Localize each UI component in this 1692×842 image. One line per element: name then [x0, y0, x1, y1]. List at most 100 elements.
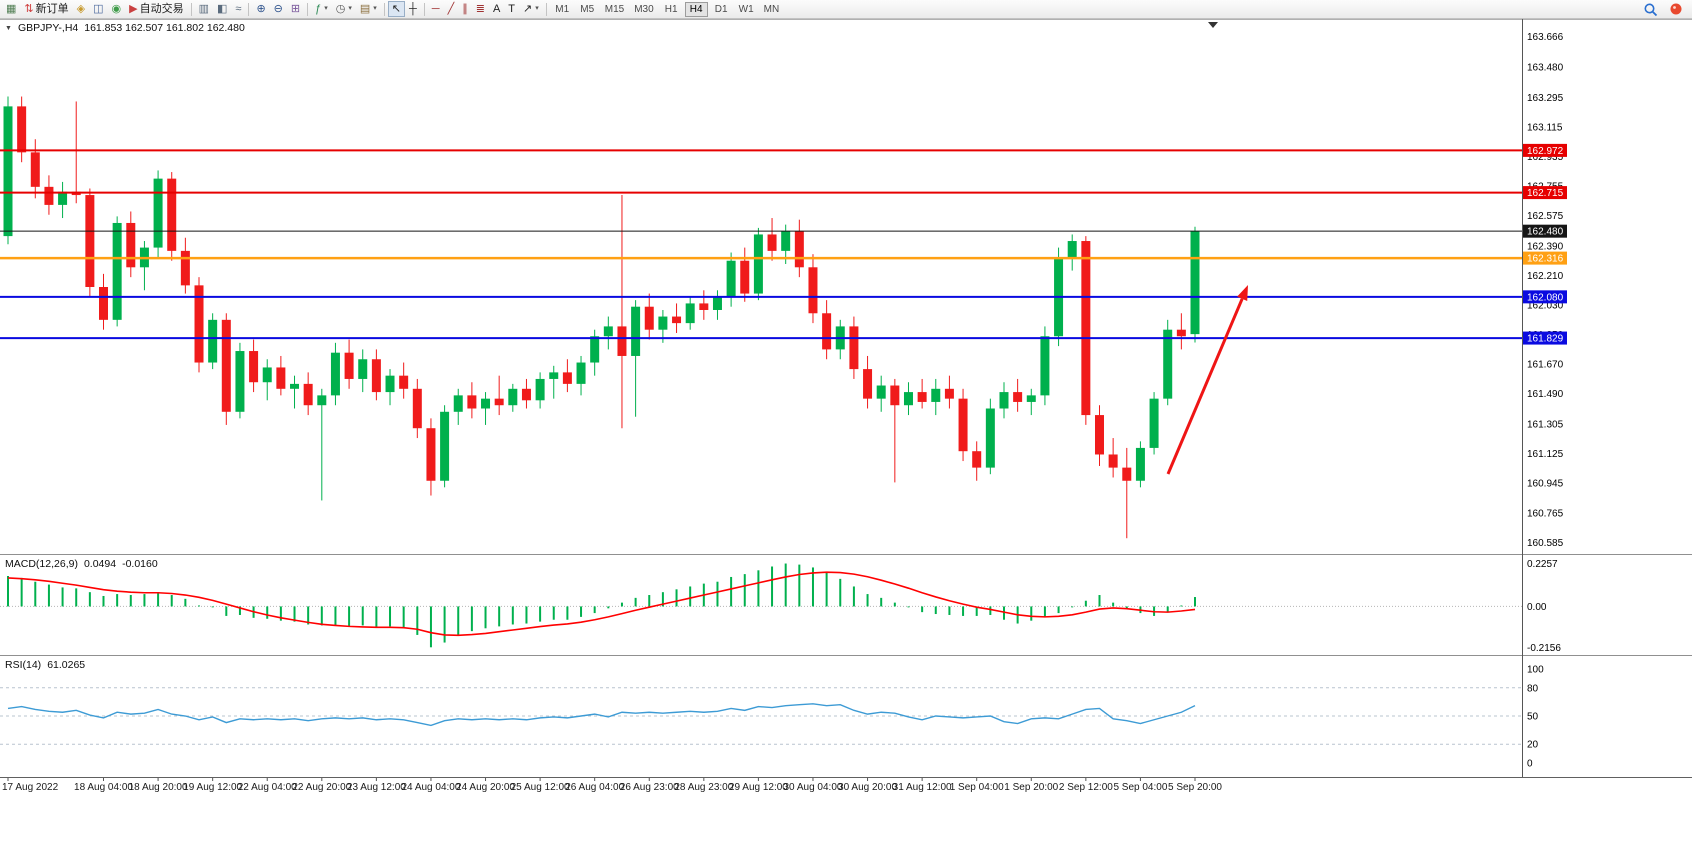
toolbar-right — [1639, 1, 1690, 17]
toolbar: ▦ ⇅ 新订单 ◈ ◫ ◉ ▶ 自动交易 ▥ ◧ ≈ ⊕ ⊖ ⊞ ƒ ▾ ◷ ▾ ▤ ▾ ↖ ┼ ─ ╱ ∥ ≣ A T ↗ ▾ M1 M5 M… — [0, 0, 1692, 19]
profiles-button[interactable]: ◫ — [89, 1, 107, 17]
svg-text:100: 100 — [1527, 665, 1544, 676]
zoom-in-icon: ⊕ — [256, 3, 266, 15]
svg-text:5 Sep 20:00: 5 Sep 20:00 — [1168, 782, 1222, 793]
new-order-button[interactable]: ⇅ 新订单 — [20, 1, 72, 17]
svg-text:22 Aug 04:00: 22 Aug 04:00 — [238, 782, 297, 793]
svg-text:20: 20 — [1527, 740, 1539, 751]
autotrading-button-label: 自动交易 — [139, 3, 184, 15]
template-icon: ▤ — [359, 3, 371, 15]
svg-text:162.575: 162.575 — [1527, 211, 1564, 222]
dropdown-arrow-icon[interactable]: ▾ — [373, 5, 377, 12]
profiles-icon: ◫ — [93, 3, 104, 15]
price-axis[interactable]: 163.666 163.480 163.295 163.115 162.935 162.7… — [1523, 32, 1567, 549]
templates-button[interactable]: ▤ ▾ — [356, 1, 381, 17]
horizontal-line-icon: ─ — [431, 3, 440, 15]
text-button[interactable]: A — [489, 1, 504, 17]
trend-arrow-annotation[interactable] — [1166, 298, 1244, 475]
svg-text:160.945: 160.945 — [1527, 479, 1564, 490]
chart-bars-button[interactable]: ▥ — [195, 1, 213, 17]
label-button[interactable]: T — [504, 1, 519, 17]
toolbar-separator — [190, 2, 192, 16]
svg-text:31 Aug 12:00: 31 Aug 12:00 — [893, 782, 952, 793]
tile-windows-button[interactable]: ⊞ — [287, 1, 304, 17]
svg-text:17 Aug 2022: 17 Aug 2022 — [2, 782, 59, 793]
svg-text:161.829: 161.829 — [1527, 334, 1564, 345]
chart-candles-button[interactable]: ◧ — [213, 1, 231, 17]
toolbar-separator — [383, 2, 385, 16]
timeframe-m30-button[interactable]: M30 — [630, 2, 657, 17]
chart-window: 163.666 163.480 163.295 163.115 162.935 162.7… — [0, 19, 1692, 842]
svg-text:162.715: 162.715 — [1527, 188, 1564, 199]
fibonacci-button[interactable]: ≣ — [472, 1, 489, 17]
hline-button[interactable]: ─ — [428, 1, 444, 17]
svg-text:30 Aug 04:00: 30 Aug 04:00 — [784, 782, 843, 793]
alerts-button[interactable]: ◉ — [108, 1, 126, 17]
svg-text:5 Sep 04:00: 5 Sep 04:00 — [1113, 782, 1167, 793]
quotes-button[interactable]: ◈ — [73, 1, 89, 17]
chart-shift-marker[interactable] — [1208, 22, 1218, 28]
chart-plus-icon: ▦ — [6, 3, 17, 15]
svg-text:161.305: 161.305 — [1527, 420, 1564, 431]
svg-text:162.030: 162.030 — [1527, 301, 1564, 312]
svg-text:163.480: 163.480 — [1527, 62, 1564, 73]
periods-button[interactable]: ◷ ▾ — [332, 1, 356, 17]
svg-text:162.972: 162.972 — [1527, 146, 1564, 157]
shapes-button[interactable]: ↗ ▾ — [519, 1, 543, 17]
autotrading-button[interactable]: ▶ 自动交易 — [125, 1, 187, 17]
timeframe-m15-button[interactable]: M15 — [601, 2, 628, 17]
dropdown-arrow-icon[interactable]: ▾ — [535, 5, 539, 12]
price-chart-canvas[interactable]: 163.666 163.480 163.295 163.115 162.935 162.7… — [0, 19, 1692, 842]
zoom-out-icon: ⊖ — [273, 3, 283, 15]
timeframe-m5-button[interactable]: M5 — [576, 2, 599, 17]
price-tag-162.480 — [1523, 224, 1567, 238]
alert-dot-icon — [1670, 3, 1682, 15]
label-icon: T — [508, 3, 516, 15]
crosshair-icon: ┼ — [409, 3, 417, 15]
svg-text:161.125: 161.125 — [1527, 449, 1564, 460]
svg-text:161.490: 161.490 — [1527, 389, 1564, 400]
cursor-button[interactable]: ↖ — [387, 1, 405, 17]
zoom-out-button[interactable]: ⊖ — [270, 1, 287, 17]
new-chart-button[interactable]: ▦ — [2, 1, 20, 17]
timeframe-h1-button[interactable]: H1 — [660, 2, 683, 17]
notification-indicator[interactable] — [1665, 1, 1687, 17]
crosshair-button[interactable]: ┼ — [405, 1, 421, 17]
autotrading-icon: ▶ — [129, 3, 138, 15]
svg-text:18 Aug 20:00: 18 Aug 20:00 — [129, 782, 188, 793]
macd-histogram — [7, 563, 1196, 648]
tile-windows-icon: ⊞ — [290, 3, 301, 15]
price-tag-161.829 — [1523, 331, 1567, 345]
price-tag-162.715 — [1523, 186, 1567, 200]
svg-text:19 Aug 12:00: 19 Aug 12:00 — [183, 782, 242, 793]
dropdown-arrow-icon[interactable]: ▾ — [324, 5, 328, 12]
timeframe-mn-button[interactable]: MN — [760, 2, 784, 17]
timeframe-w1-button[interactable]: W1 — [735, 2, 758, 17]
svg-text:0.2257: 0.2257 — [1527, 559, 1558, 570]
svg-text:160.585: 160.585 — [1527, 538, 1564, 549]
price-tag-162.080 — [1523, 290, 1567, 304]
trendline-button[interactable]: ╱ — [444, 1, 459, 17]
oneclick-trading-toggle-icon[interactable]: ▼ — [5, 24, 12, 32]
price-tag-162.972 — [1523, 143, 1567, 157]
text-icon: A — [492, 3, 501, 15]
svg-text:161.670: 161.670 — [1527, 360, 1564, 371]
price-tag-162.316 — [1523, 251, 1567, 265]
timeframe-h4-button[interactable]: H4 — [684, 1, 708, 17]
zoom-in-button[interactable]: ⊕ — [252, 1, 269, 17]
timeframe-d1-button[interactable]: D1 — [710, 2, 733, 17]
svg-text:22 Aug 20:00: 22 Aug 20:00 — [292, 782, 351, 793]
svg-text:50: 50 — [1527, 712, 1539, 723]
chart-line-button[interactable]: ≈ — [231, 1, 245, 17]
svg-text:28 Aug 23:00: 28 Aug 23:00 — [674, 782, 733, 793]
search-button[interactable] — [1639, 1, 1662, 17]
channel-button[interactable]: ∥ — [458, 1, 472, 17]
svg-text:162.935: 162.935 — [1527, 152, 1564, 163]
connection-indicator-highlight — [1673, 6, 1676, 9]
chart-background — [0, 19, 1692, 842]
indicators-button[interactable]: ƒ ▾ — [311, 1, 332, 17]
timeframe-m1-button[interactable]: M1 — [551, 2, 574, 17]
dropdown-arrow-icon[interactable]: ▾ — [348, 5, 352, 12]
svg-text:163.115: 163.115 — [1527, 122, 1563, 133]
